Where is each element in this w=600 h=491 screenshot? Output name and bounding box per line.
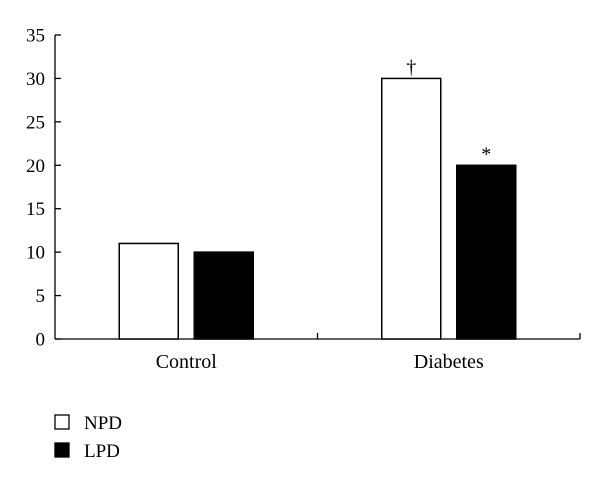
legend: NPD LPD xyxy=(54,413,122,462)
y-tick-label: 15 xyxy=(26,199,45,220)
y-axis: 0 5 10 15 20 25 30 35 xyxy=(26,26,61,351)
category-label: Control xyxy=(156,351,218,373)
legend-label: NPD xyxy=(84,413,122,434)
y-tick-label: 10 xyxy=(26,243,45,264)
category-label: Diabetes xyxy=(414,351,484,373)
bar-lpd-diabetes xyxy=(456,164,517,340)
y-tick-label: 35 xyxy=(26,26,45,47)
y-tick-label: 30 xyxy=(26,69,45,90)
bar-annotation: * xyxy=(481,143,491,165)
annotations: †* xyxy=(406,56,491,165)
y-tick-label: 0 xyxy=(36,330,46,351)
y-tick-label: 5 xyxy=(36,286,46,307)
bar-lpd-control xyxy=(193,251,254,340)
bar-npd-diabetes xyxy=(381,77,442,340)
bars xyxy=(118,77,517,340)
bar-npd-control xyxy=(118,242,179,340)
legend-swatch-lpd xyxy=(54,442,70,458)
legend-label: LPD xyxy=(84,441,120,462)
legend-swatch-npd xyxy=(54,414,70,430)
y-tick-label: 25 xyxy=(26,112,45,133)
bar-annotation: † xyxy=(406,56,416,78)
y-tick-label: 20 xyxy=(26,156,45,177)
